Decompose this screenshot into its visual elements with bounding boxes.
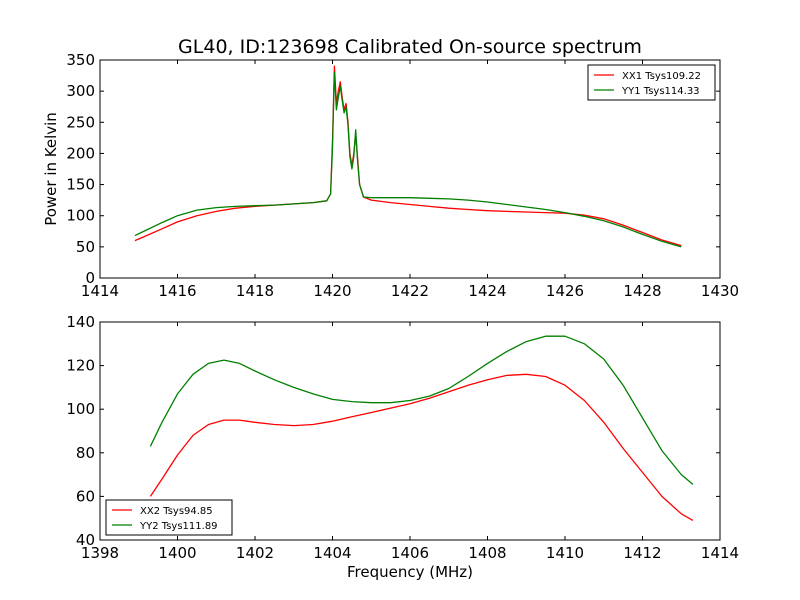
bottom-y-tick-label: 140 bbox=[66, 313, 95, 331]
bottom-legend-label: XX2 Tsys94.85 bbox=[140, 506, 213, 517]
top-x-tick-label: 1426 bbox=[546, 282, 584, 300]
top-y-tick-label: 350 bbox=[66, 51, 95, 69]
top-x-tick-label: 1420 bbox=[313, 282, 351, 300]
bottom-y-tick-label: 80 bbox=[76, 444, 95, 462]
bottom-x-tick-label: 1408 bbox=[468, 544, 506, 562]
bottom-legend-label: YY2 Tsys111.89 bbox=[139, 521, 218, 532]
top-y-tick-label: 0 bbox=[85, 269, 95, 287]
top-legend: XX1 Tsys109.22 YY1 Tsys114.33 bbox=[587, 64, 716, 101]
top-legend-label: XX1 Tsys109.22 bbox=[622, 71, 701, 82]
top-series-line-yy1 bbox=[134, 71, 682, 248]
top-y-axis-label: Power in Kelvin bbox=[42, 112, 60, 226]
top-x-tick-label: 1430 bbox=[701, 282, 739, 300]
top-y-tick-label: 250 bbox=[66, 113, 95, 131]
bottom-x-tick-label: 1414 bbox=[701, 544, 739, 562]
bottom-legend-box bbox=[105, 499, 233, 536]
top-x-tick-label: 1424 bbox=[468, 282, 506, 300]
top-y-tick-label: 300 bbox=[66, 82, 95, 100]
top-x-tick-label: 1422 bbox=[391, 282, 429, 300]
bottom-x-tick-label: 1400 bbox=[158, 544, 196, 562]
top-x-tick-label: 1416 bbox=[158, 282, 196, 300]
top-legend-box bbox=[587, 64, 716, 101]
chart-title: GL40, ID:123698 Calibrated On-source spe… bbox=[178, 36, 642, 58]
bottom-legend: XX2 Tsys94.85 YY2 Tsys111.89 bbox=[105, 499, 233, 536]
bottom-x-tick-label: 1406 bbox=[391, 544, 429, 562]
bottom-x-tick-label: 1412 bbox=[623, 544, 661, 562]
top-y-tick-label: 100 bbox=[66, 207, 95, 225]
top-y-tick-label: 150 bbox=[66, 176, 95, 194]
bottom-y-tick-label: 120 bbox=[66, 357, 95, 375]
bottom-series-line-yy2 bbox=[149, 335, 694, 485]
bottom-x-tick-label: 1402 bbox=[236, 544, 274, 562]
bottom-panel: 1398 1400 1402 1404 1406 1408 1410 1412 1414 40 60… bbox=[66, 313, 739, 562]
bottom-x-tick-label: 1398 bbox=[81, 544, 119, 562]
top-y-tick-label: 200 bbox=[66, 144, 95, 162]
top-x-tick-label: 1428 bbox=[623, 282, 661, 300]
top-y-tick-label: 50 bbox=[76, 238, 95, 256]
top-panel: 1414 1416 1418 1420 1422 1424 1426 1428 1430 0 50 1… bbox=[66, 51, 739, 300]
top-x-tick-label: 1418 bbox=[236, 282, 274, 300]
bottom-y-tick-label: 60 bbox=[76, 487, 95, 505]
top-legend-label: YY1 Tsys114.33 bbox=[621, 86, 700, 97]
bottom-y-tick-label: 40 bbox=[76, 531, 95, 549]
bottom-x-tick-label: 1404 bbox=[313, 544, 351, 562]
bottom-series-line-xx2 bbox=[149, 373, 694, 521]
top-x-tick-label: 1414 bbox=[81, 282, 119, 300]
bottom-x-tick-label: 1410 bbox=[546, 544, 584, 562]
bottom-y-tick-label: 100 bbox=[66, 400, 95, 418]
bottom-x-axis-label: Frequency (MHz) bbox=[347, 563, 473, 581]
